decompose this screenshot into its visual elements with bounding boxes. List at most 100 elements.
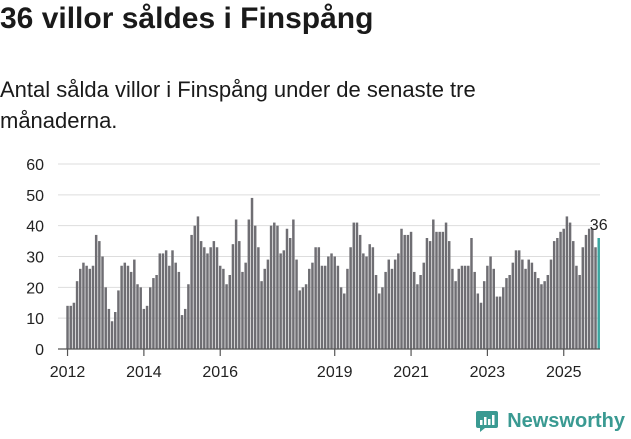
bar bbox=[139, 287, 142, 349]
bar bbox=[384, 271, 387, 349]
bar bbox=[250, 197, 254, 349]
bar bbox=[196, 216, 200, 349]
bar bbox=[120, 265, 123, 349]
bar bbox=[231, 244, 235, 349]
bar bbox=[177, 271, 181, 349]
bar bbox=[266, 259, 270, 349]
bar bbox=[552, 241, 556, 349]
bar bbox=[397, 253, 400, 349]
bar bbox=[228, 275, 231, 349]
bar bbox=[66, 305, 69, 349]
bar bbox=[435, 231, 438, 349]
bar bbox=[304, 284, 308, 349]
bar bbox=[517, 250, 521, 349]
bar bbox=[400, 228, 403, 349]
bar bbox=[572, 241, 575, 349]
bar bbox=[104, 287, 107, 349]
bar bbox=[311, 262, 314, 349]
bar bbox=[368, 244, 371, 349]
bar bbox=[273, 222, 276, 349]
bar bbox=[82, 262, 85, 349]
bar bbox=[514, 250, 518, 349]
bar bbox=[422, 262, 426, 349]
bar bbox=[238, 241, 241, 349]
bar bbox=[209, 247, 212, 349]
bar bbox=[457, 268, 460, 349]
bar bbox=[269, 225, 273, 349]
bar bbox=[114, 312, 117, 349]
bar bbox=[343, 293, 346, 349]
bar bbox=[546, 275, 550, 349]
bar bbox=[428, 241, 432, 349]
bar bbox=[505, 278, 508, 349]
bar bbox=[451, 268, 454, 349]
bar bbox=[101, 256, 104, 349]
bar bbox=[126, 265, 130, 349]
chart-title: 36 villor såldes i Finspång bbox=[0, 2, 374, 35]
bar bbox=[530, 262, 534, 349]
bar bbox=[346, 268, 349, 349]
bar bbox=[333, 256, 336, 349]
bar bbox=[463, 265, 467, 349]
bar bbox=[371, 247, 375, 349]
newsworthy-icon bbox=[476, 411, 499, 432]
x-tick-label: 2021 bbox=[393, 364, 429, 381]
x-tick-label: 2014 bbox=[126, 364, 162, 381]
bar bbox=[152, 278, 155, 349]
bar bbox=[98, 241, 101, 349]
bar bbox=[432, 219, 435, 349]
bar bbox=[537, 278, 540, 349]
bar bbox=[327, 256, 330, 349]
bar bbox=[441, 231, 445, 349]
bar bbox=[203, 247, 206, 349]
bar bbox=[412, 271, 416, 349]
y-tick-label: 40 bbox=[26, 219, 44, 236]
bar bbox=[288, 238, 292, 349]
bar bbox=[199, 241, 203, 349]
bar bbox=[559, 231, 562, 349]
bar bbox=[355, 222, 359, 349]
x-tick-label: 2012 bbox=[50, 364, 86, 381]
bar bbox=[467, 265, 470, 349]
bar bbox=[336, 265, 340, 349]
bar bbox=[524, 268, 527, 349]
tick-labels: 0 10 20 30 40 50 60 36 2012 2014 2016 2019 2021 2023 2… bbox=[26, 157, 608, 381]
x-tick-label: 2019 bbox=[317, 364, 353, 381]
bar bbox=[187, 284, 190, 349]
bar bbox=[218, 265, 222, 349]
bar bbox=[168, 265, 171, 349]
bar bbox=[276, 225, 279, 349]
bar bbox=[206, 253, 209, 349]
y-tick-label: 30 bbox=[26, 250, 44, 267]
bar bbox=[460, 265, 464, 349]
bar bbox=[94, 234, 98, 349]
bar bbox=[145, 305, 149, 349]
bar bbox=[136, 284, 139, 349]
bar bbox=[390, 268, 394, 349]
bar bbox=[149, 287, 152, 349]
bar bbox=[489, 256, 492, 349]
bar bbox=[110, 321, 114, 349]
bar bbox=[212, 241, 216, 349]
y-tick-label: 60 bbox=[26, 157, 44, 174]
bar bbox=[365, 256, 368, 349]
bar bbox=[543, 281, 546, 349]
bar bbox=[540, 284, 543, 349]
bar bbox=[584, 234, 588, 349]
bar bbox=[69, 305, 72, 349]
bar bbox=[323, 265, 327, 349]
bar bbox=[225, 284, 228, 349]
bar bbox=[565, 216, 569, 349]
bar bbox=[263, 268, 266, 349]
bar bbox=[253, 225, 257, 349]
bar bbox=[339, 287, 343, 349]
bar bbox=[362, 253, 365, 349]
bar-annotation: 36 bbox=[590, 217, 608, 234]
bar bbox=[279, 253, 282, 349]
brand-name: Newsworthy bbox=[507, 409, 625, 432]
bar bbox=[190, 234, 193, 349]
bar bbox=[123, 262, 127, 349]
bar bbox=[438, 231, 441, 349]
bar bbox=[79, 268, 82, 349]
